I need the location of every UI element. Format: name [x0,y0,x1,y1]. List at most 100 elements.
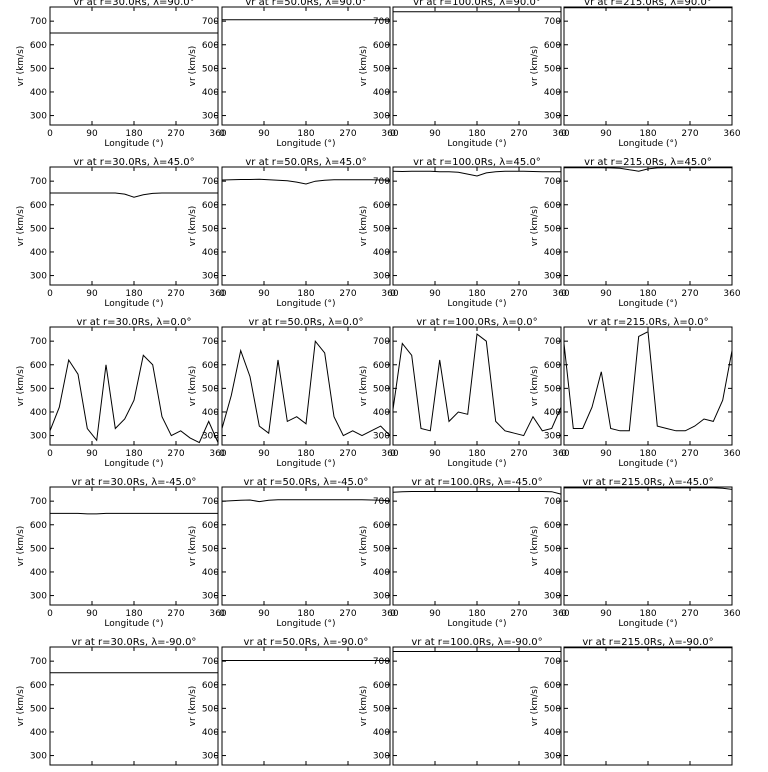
y-tick-label: 700 [30,657,47,667]
x-tick-label: 360 [209,289,226,299]
y-tick-label: 300 [544,112,561,122]
y-axis-label: vr (km/s) [16,686,26,727]
y-tick-label: 300 [202,752,219,762]
y-axis-label: vr (km/s) [188,46,198,87]
y-tick-label: 700 [30,17,47,27]
y-tick-label: 700 [544,17,561,27]
y-axis-label: vr (km/s) [530,366,540,407]
y-axis-label: vr (km/s) [359,526,369,567]
x-tick-label: 0 [219,129,225,139]
x-tick-label: 360 [381,609,398,619]
x-tick-label: 0 [390,289,396,299]
x-tick-label: 360 [552,129,569,139]
y-tick-label: 400 [373,248,390,258]
panel-20: vr at r=215.0Rs, λ=-90.0°090180270360300… [530,637,741,772]
x-tick-label: 0 [219,289,225,299]
plot-frame [563,646,733,766]
y-tick-label: 700 [202,497,219,507]
x-tick-label: 270 [339,609,356,619]
y-tick-label: 600 [202,41,219,51]
series-line [392,170,561,177]
x-tick-label: 270 [681,609,698,619]
y-tick-label: 500 [373,224,390,234]
y-tick-label: 400 [202,408,219,418]
y-tick-label: 300 [30,752,47,762]
x-tick-label: 180 [639,449,656,459]
x-tick-label: 180 [297,609,314,619]
y-tick-label: 300 [202,432,219,442]
x-tick-label: 270 [167,129,184,139]
y-tick-label: 400 [373,728,390,738]
y-tick-label: 700 [30,337,47,347]
y-tick-label: 300 [373,752,390,762]
panel-title: vr at r=50.0Rs, λ=0.0° [249,317,364,328]
panel-15: vr at r=100.0Rs, λ=-45.0° 0 90 180 270 360 300… [359,477,570,629]
y-tick-label: 400 [30,88,47,98]
series-line [392,333,562,437]
y-tick-label: 700 [544,497,561,507]
y-tick-label: 600 [373,681,390,691]
panel-title: vr at r=50.0Rs, λ=45.0° [245,157,366,168]
x-axis-label: Longitude (°) [618,459,677,469]
panel-12: vr at r=215.0Rs, λ=0.0° 0 90 180 270 360 300 40… [530,317,741,469]
y-tick-label: 400 [544,568,561,578]
y-tick-label: 400 [202,88,219,98]
x-tick-label: 180 [297,449,314,459]
y-axis-label: vr (km/s) [188,526,198,567]
panel-title: vr at r=215.0Rs, λ=0.0° [587,317,708,328]
panel-title: vr at r=30.0Rs, λ=0.0° [77,317,192,328]
x-tick-label: 360 [381,129,398,139]
y-tick-label: 300 [373,432,390,442]
y-tick-label: 400 [202,568,219,578]
y-tick-label: 500 [373,544,390,554]
x-tick-label: 180 [125,449,142,459]
series-line [564,167,732,172]
x-tick-label: 360 [381,449,398,459]
y-tick-label: 300 [373,592,390,602]
y-tick-label: 600 [30,201,47,211]
x-tick-label: 180 [468,609,485,619]
x-tick-label: 270 [510,289,527,299]
panel-10: vr at r=50.0Rs, λ=0.0° 0 90 180 270 360 300 400… [188,317,399,469]
y-tick-label: 300 [30,432,47,442]
y-tick-label: 300 [544,272,561,282]
x-tick-label: 360 [723,449,740,459]
x-axis-label: Longitude (°) [104,459,163,469]
y-tick-label: 400 [30,408,47,418]
x-tick-label: 180 [468,449,485,459]
y-tick-label: 600 [544,361,561,371]
x-tick-label: 270 [339,289,356,299]
x-tick-label: 90 [429,289,441,299]
y-tick-label: 300 [544,752,561,762]
panel-title: vr at r=100.0Rs, λ=45.0° [413,157,541,168]
y-tick-label: 600 [202,521,219,531]
x-tick-label: 90 [600,129,612,139]
x-tick-label: 360 [381,289,398,299]
y-tick-label: 300 [202,112,219,122]
x-axis-label: Longitude (°) [447,459,506,469]
panel-4: vr at r=215.0Rs, λ=90.0° 0 90 180 270 360 300 4… [530,0,741,149]
series-line [50,512,218,515]
y-tick-label: 500 [30,384,47,394]
y-tick-label: 700 [544,337,561,347]
series-line [221,178,390,185]
panel-title: vr at r=50.0Rs, λ=90.0° [245,0,366,8]
x-tick-label: 90 [429,609,441,619]
y-tick-label: 600 [202,681,219,691]
y-tick-label: 600 [30,681,47,691]
y-axis-label: vr (km/s) [359,686,369,727]
x-axis-label: Longitude (°) [104,619,163,629]
x-tick-label: 180 [125,129,142,139]
y-axis-label: vr (km/s) [359,206,369,247]
panel-title: vr at r=215.0Rs, λ=45.0° [584,157,712,168]
x-tick-label: 270 [681,449,698,459]
y-tick-label: 400 [544,88,561,98]
y-tick-label: 600 [30,41,47,51]
x-tick-label: 0 [561,609,567,619]
y-axis-label: vr (km/s) [359,46,369,87]
y-tick-label: 600 [202,201,219,211]
plot-frame [563,166,733,286]
x-tick-label: 90 [258,449,270,459]
y-tick-label: 700 [30,497,47,507]
